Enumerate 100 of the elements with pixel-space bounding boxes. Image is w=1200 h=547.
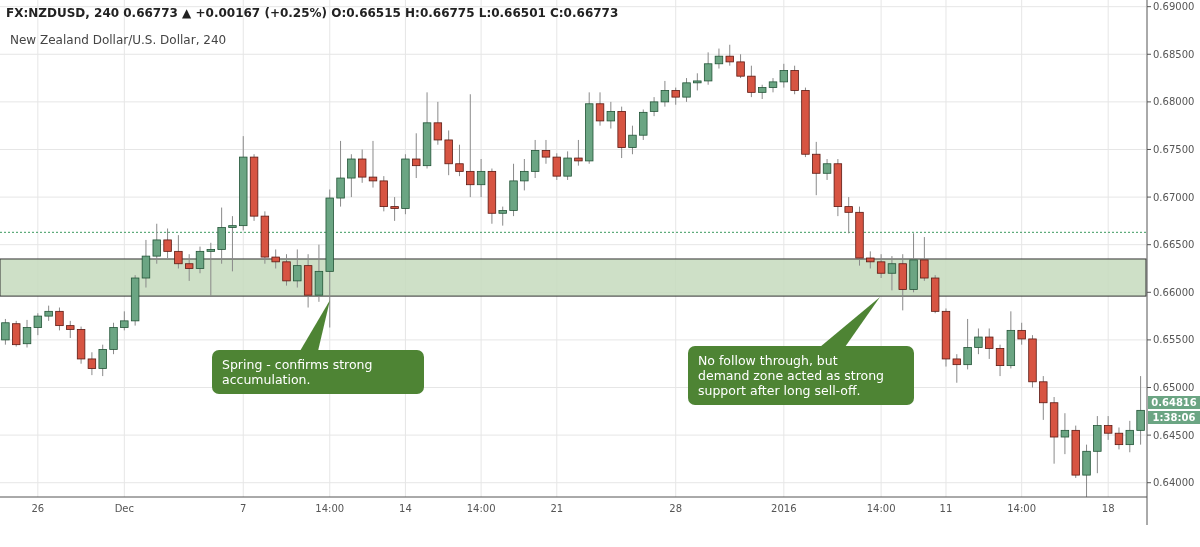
candlestick — [887, 255, 897, 291]
y-tick-label: 0.67000 — [1153, 191, 1195, 203]
text: FX:NZDUSD, 240 0.66773 ▲ +0.00167 (+0.25%) O:0.66515 H:0.66775 L:0.66501 C:0.66773 — [6, 6, 619, 20]
x-tick-label: 14 — [399, 503, 412, 514]
annotation: Spring - confirms strong accumulation. — [222, 357, 373, 387]
candlestick — [174, 234, 183, 269]
candlestick — [995, 344, 1005, 377]
candlestick — [725, 44, 734, 67]
candlestick — [714, 48, 724, 70]
candlestick — [141, 239, 151, 289]
candlestick — [152, 223, 161, 265]
candlestick — [314, 244, 324, 303]
candlestick — [541, 139, 551, 165]
candlestick — [55, 307, 64, 331]
candlestick — [293, 248, 302, 289]
x-tick-label: 28 — [669, 503, 683, 514]
candlestick — [595, 91, 605, 127]
candlestick — [606, 101, 616, 130]
candlestick — [1039, 375, 1048, 421]
candlestick — [530, 139, 540, 179]
x-tick-label: Dec — [114, 503, 135, 514]
candlestick — [466, 93, 475, 198]
candlestick — [163, 228, 172, 259]
x-tick-label: 21 — [550, 503, 564, 514]
candlestick — [476, 158, 486, 198]
candlestick — [22, 319, 32, 349]
x-tick-label: 14:00 — [866, 503, 896, 514]
candlestick — [358, 148, 367, 184]
candlestick — [228, 215, 237, 272]
candlestick — [206, 242, 215, 297]
text: 0.64816 — [1151, 397, 1197, 408]
candlestick — [336, 140, 345, 208]
candlestick — [1060, 412, 1070, 455]
candlestick — [185, 253, 194, 282]
candlestick — [920, 236, 929, 282]
y-tick-label: 0.66500 — [1153, 239, 1195, 251]
y-tick-label: 0.64000 — [1153, 477, 1195, 489]
text: New Zealand Dollar/U.S. Dollar, 240 — [10, 33, 227, 47]
candlestick — [563, 150, 572, 181]
candlestick — [455, 144, 464, 177]
candlestick — [282, 253, 291, 287]
x-tick-label: 2016 — [771, 503, 797, 514]
speech-bubble: Spring - confirms strong accumulation. — [212, 300, 424, 394]
candlestick — [444, 129, 453, 176]
candlestick — [1, 318, 10, 346]
candlestick — [747, 65, 756, 98]
y-tick-label: 0.66000 — [1153, 286, 1195, 298]
y-tick-label: 0.65500 — [1153, 334, 1195, 346]
x-tick-label: 18 — [1101, 503, 1115, 514]
candlestick — [271, 248, 280, 269]
y-tick-label: 0.68000 — [1153, 96, 1195, 108]
x-tick-label: 7 — [240, 503, 247, 514]
candlestick — [963, 318, 972, 370]
y-tick-label: 0.65000 — [1153, 382, 1195, 394]
candlestick — [822, 158, 832, 181]
candlestick — [33, 312, 43, 336]
candlestick — [1114, 427, 1124, 450]
candlestick — [12, 320, 21, 348]
candlestick — [876, 253, 886, 279]
candlestick — [1136, 375, 1145, 446]
x-tick-label: 26 — [31, 503, 45, 514]
candlestick — [768, 77, 778, 93]
candlestick — [779, 63, 788, 89]
x-tick-label: 11 — [939, 503, 953, 514]
candlestick — [812, 141, 821, 196]
candlestick — [120, 310, 129, 331]
candlestick — [574, 139, 583, 167]
candlestick — [639, 108, 648, 141]
candlestick — [736, 53, 745, 79]
candlestick — [520, 158, 529, 191]
candlestick — [498, 206, 507, 227]
candlestick — [844, 196, 853, 234]
candlestick — [1082, 444, 1091, 498]
candlestick — [682, 77, 691, 103]
candlestick — [412, 132, 421, 179]
candlestick — [1017, 322, 1026, 346]
candlestick — [1103, 415, 1113, 441]
text: 1:38:06 — [1152, 412, 1196, 423]
candlestick — [703, 51, 713, 86]
candlestick — [952, 353, 961, 384]
candlestick — [552, 152, 561, 181]
candlestick — [217, 207, 226, 265]
candlestick — [628, 125, 637, 155]
candlestick — [433, 101, 443, 146]
candlestick — [368, 140, 378, 189]
candlestick — [985, 327, 994, 360]
candlestick — [974, 327, 983, 355]
y-tick-label: 0.69000 — [1153, 1, 1195, 13]
x-tick-label: 14:00 — [1007, 503, 1037, 514]
candlestick — [1125, 420, 1134, 453]
y-tick-label: 0.67500 — [1153, 143, 1195, 155]
candlestick — [790, 65, 799, 95]
x-tick-label: 14:00 — [315, 503, 345, 514]
y-tick-label: 0.68500 — [1153, 48, 1195, 60]
candlestick — [98, 344, 107, 377]
candlestick — [109, 322, 118, 355]
candlestick — [195, 246, 205, 274]
candlestick — [390, 196, 399, 222]
candlestick — [347, 153, 356, 198]
x-tick-label: 14:00 — [466, 503, 496, 514]
